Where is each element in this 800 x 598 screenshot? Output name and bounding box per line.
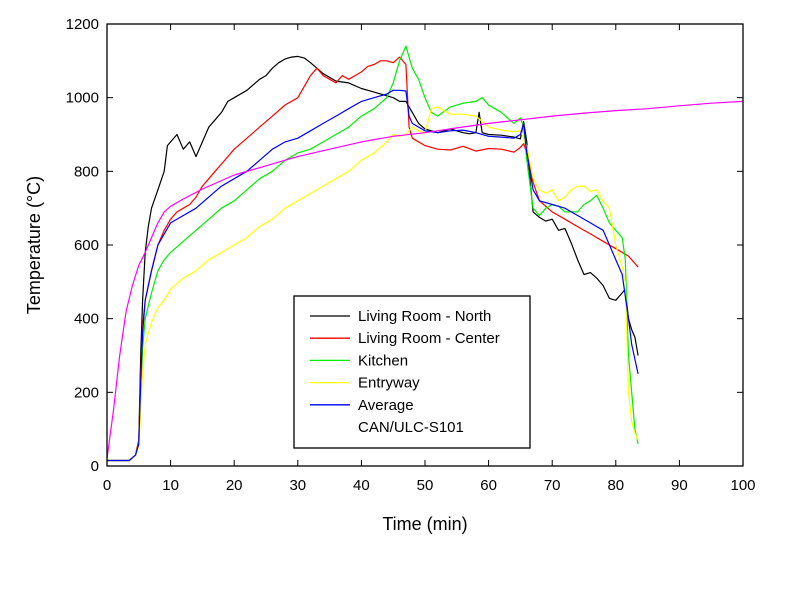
y-tick-label-6: 1200 — [66, 16, 99, 33]
legend-label-5: CAN/ULC-S101 — [358, 419, 464, 436]
x-tick-labels: 0 10 20 30 40 50 60 70 80 90 100 — [103, 477, 756, 494]
x-tick-label-0: 0 — [103, 477, 111, 494]
legend: Living Room - North Living Room - Center K… — [293, 295, 531, 449]
legend-label-0: Living Room - North — [358, 308, 491, 325]
x-tick-label-6: 60 — [480, 477, 497, 494]
x-tick-label-7: 70 — [544, 477, 561, 494]
series-line-2 — [107, 45, 639, 462]
series-line-0 — [107, 55, 639, 462]
y-tick-labels: 0 200 400 600 800 1000 1200 — [66, 16, 99, 475]
legend-label-4: Average — [358, 397, 414, 414]
x-tick-label-8: 80 — [607, 477, 624, 494]
x-tick-label-5: 50 — [417, 477, 434, 494]
y-tick-label-4: 800 — [74, 163, 99, 180]
y-tick-label-1: 200 — [74, 384, 99, 401]
series-line-4 — [107, 89, 639, 462]
y-axis-title: Temperature (°C) — [24, 176, 44, 314]
x-tick-label-9: 90 — [671, 477, 688, 494]
y-tick-label-0: 0 — [91, 458, 99, 475]
series-line-3 — [107, 106, 639, 462]
legend-box — [293, 295, 531, 449]
legend-label-2: Kitchen — [358, 352, 408, 369]
series-line-1 — [107, 56, 639, 462]
x-tick-label-4: 40 — [353, 477, 370, 494]
series-line-5 — [106, 100, 744, 459]
x-tick-label-10: 100 — [730, 477, 755, 494]
x-axis-title: Time (min) — [382, 514, 467, 534]
plot-lines — [106, 45, 744, 462]
x-tick-label-1: 10 — [162, 477, 179, 494]
y-tick-label-5: 1000 — [66, 90, 99, 107]
legend-label-3: Entryway — [358, 375, 420, 392]
y-tick-label-3: 600 — [74, 237, 99, 254]
x-tick-label-2: 20 — [226, 477, 243, 494]
axis-ticks — [106, 23, 744, 467]
x-tick-label-3: 30 — [289, 477, 306, 494]
legend-label-1: Living Room - Center — [358, 330, 500, 347]
y-tick-label-2: 400 — [74, 311, 99, 328]
